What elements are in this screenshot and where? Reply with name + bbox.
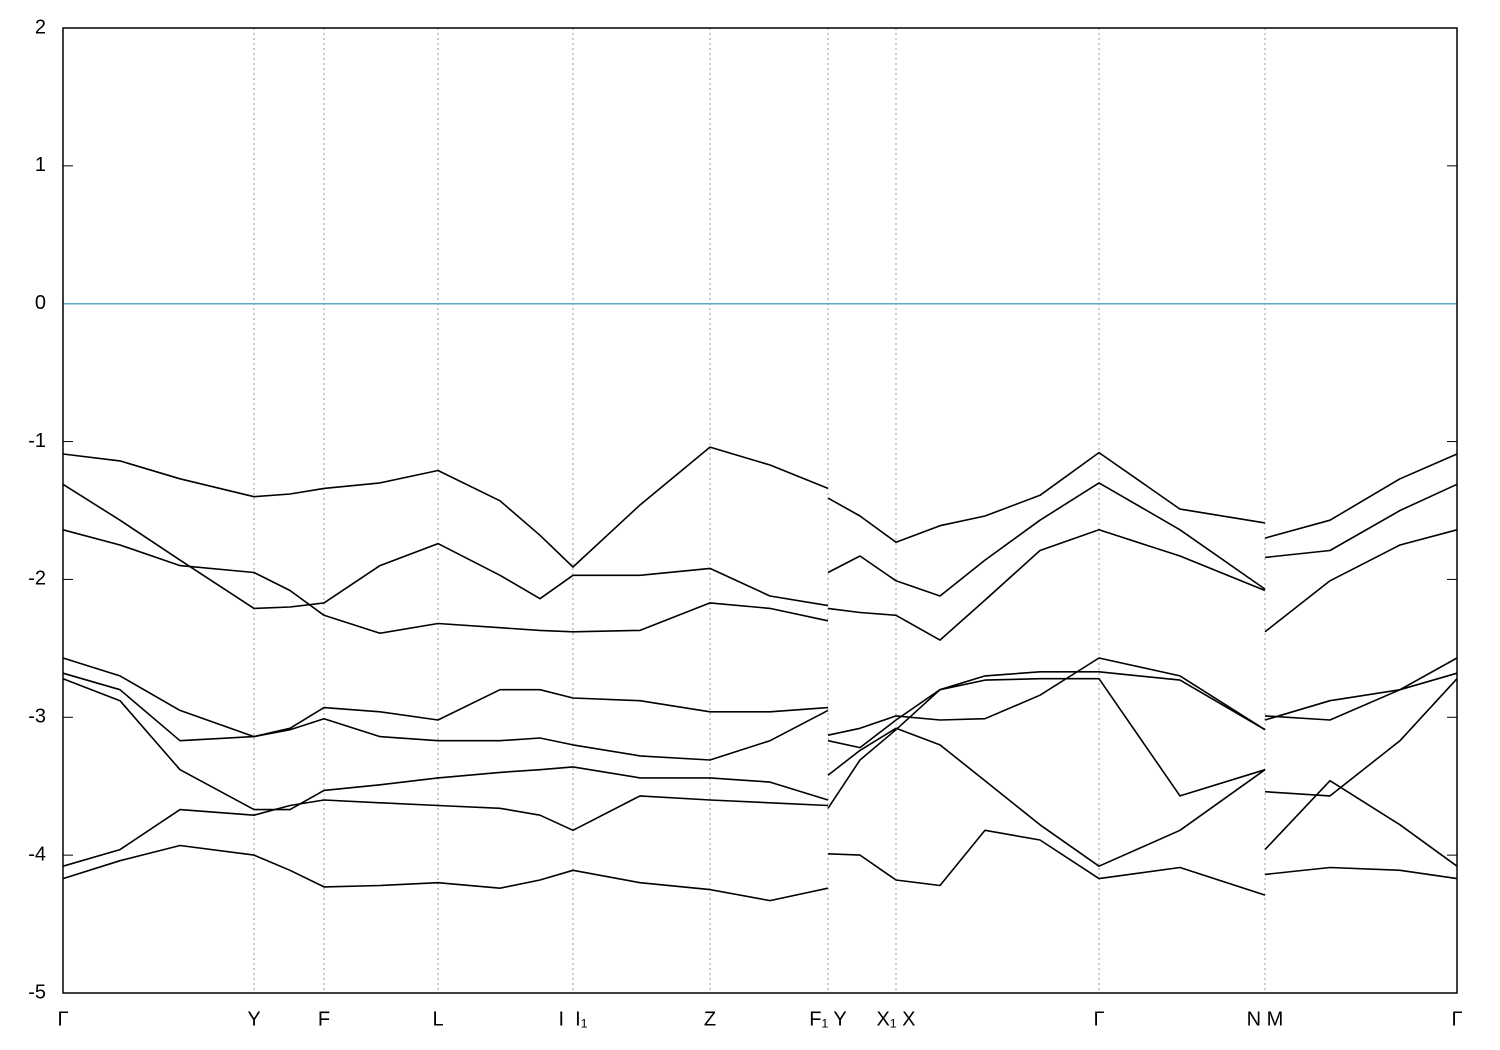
x-tick-label: Z [704,1008,716,1030]
y-tick-label: 2 [35,16,46,38]
x-tick-label: L [432,1008,443,1030]
y-tick-label: -2 [28,568,46,590]
x-tick-label: N M [1247,1008,1284,1030]
x-tick-label: I I₁ [559,1008,588,1030]
band-line [62,829,1458,902]
band-line [62,529,1458,641]
x-tick-label: Y [247,1008,260,1030]
y-tick-label: 0 [35,292,46,314]
band-line [62,727,1458,867]
band-line [62,671,1458,761]
x-tick-label: Γ [1093,1008,1104,1030]
plot-frame [62,27,1458,994]
x-tick-label: F₁ Y [809,1008,847,1030]
x-tick-label: X₁ X [877,1008,916,1030]
x-tick-label: F [318,1008,330,1030]
band-line [62,657,1458,738]
x-tick-label: Γ [1451,1008,1462,1030]
x-tick-label: Γ [57,1008,68,1030]
band-line [62,446,1458,568]
band-line [62,677,1458,811]
y-tick-label: -5 [28,981,46,1003]
y-tick-label: -3 [28,706,46,728]
y-tick-label: -1 [28,430,46,452]
band-line [62,482,1458,610]
y-tick-label: 1 [35,154,46,176]
y-tick-label: -4 [28,843,46,865]
